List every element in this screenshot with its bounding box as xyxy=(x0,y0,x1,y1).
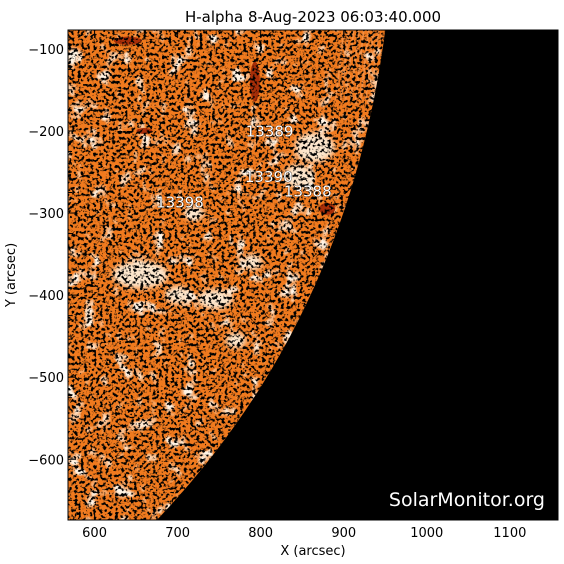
active-region-label: 13390 xyxy=(245,168,293,186)
x-tick-label: 600 xyxy=(82,526,107,541)
x-tick-label: 900 xyxy=(331,526,356,541)
x-tick-label: 1100 xyxy=(493,526,526,541)
y-tick-label: −200 xyxy=(28,125,64,140)
y-tick-label: −300 xyxy=(28,207,64,222)
x-tick-label: 1000 xyxy=(410,526,443,541)
x-axis-ticks: 600 700 800 900 1000 1100 xyxy=(73,30,552,541)
y-tick-label: −100 xyxy=(28,43,64,58)
active-region-label: 13389 xyxy=(246,123,294,141)
watermark-text: SolarMonitor.org xyxy=(389,489,545,511)
granulation-texture xyxy=(68,30,386,520)
y-axis-label: Y (arcsec) xyxy=(4,243,19,308)
plot-title: H-alpha 8-Aug-2023 06:03:40.000 xyxy=(185,8,441,26)
y-axis-ticks: −100 −200 −300 −400 −500 −600 xyxy=(28,43,558,501)
x-axis-label: X (arcsec) xyxy=(280,544,345,559)
x-tick-label: 700 xyxy=(165,526,190,541)
x-tick-label: 800 xyxy=(248,526,273,541)
y-tick-label: −400 xyxy=(28,289,64,304)
active-region-label: 13388 xyxy=(284,183,332,201)
active-region-label: 13398 xyxy=(156,193,204,211)
image-area xyxy=(68,30,558,520)
y-tick-label: −600 xyxy=(28,453,64,468)
y-tick-label: −500 xyxy=(28,371,64,386)
